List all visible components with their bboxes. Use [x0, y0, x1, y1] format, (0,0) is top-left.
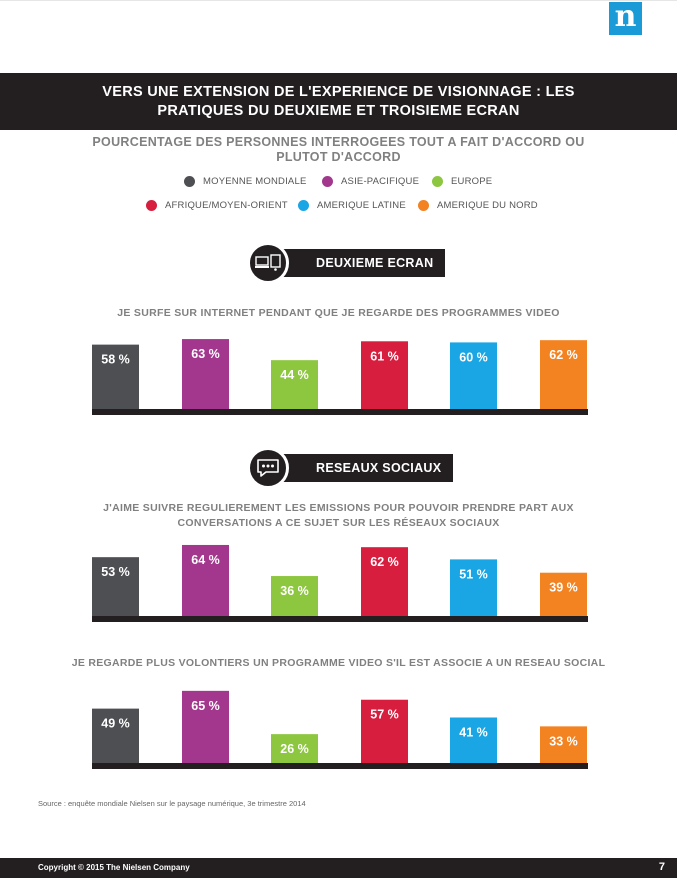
legend-label: ASIE-PACIFIQUE — [341, 176, 420, 187]
legend-label: EUROPE — [451, 176, 493, 187]
chart-2-title-line2: CONVERSATIONS A CE SUJET SUR LES RÉSEAUX… — [177, 517, 500, 529]
bar-afrique-moyen-orient — [361, 547, 408, 616]
bar-value-label: 58 % — [101, 353, 130, 367]
section-badge-reseaux-sociaux: RESEAUX SOCIAUX — [270, 454, 454, 482]
bar-value-label: 51 % — [459, 567, 488, 581]
legend-label: MOYENNE MONDIALE — [203, 176, 307, 187]
chart-2: 53 % 64 % 36 % 62 % 51 % 39 % — [92, 544, 588, 622]
bar-amerique-latine — [450, 342, 497, 409]
bar-value-label: 62 % — [370, 555, 399, 569]
legend-label: AMERIQUE LATINE — [317, 200, 406, 211]
section-label: DEUXIEME ECRAN — [316, 256, 434, 270]
bar-amerique-du-nord — [540, 340, 587, 409]
legend-item-europe: EUROPE — [432, 176, 492, 187]
bar-amerique-latine — [450, 717, 497, 763]
bar-amerique-latine — [450, 559, 497, 616]
source-note: Source : enquête mondiale Nielsen sur le… — [38, 799, 306, 808]
bar-amerique-du-nord — [540, 726, 587, 763]
bar-moyenne-mondiale — [92, 557, 139, 616]
chart-1: 58 % 63 % 44 % 61 % 60 % 62 % — [92, 339, 588, 415]
bar-value-label: 26 % — [280, 742, 309, 756]
legend-dot — [184, 176, 195, 187]
legend-dot — [298, 200, 309, 211]
legend-item-afrique-moyen-orient: AFRIQUE/MOYEN-ORIENT — [146, 200, 288, 211]
subtitle-line2: PLUTOT D'ACCORD — [276, 150, 401, 164]
legend-item-moyenne-mondiale: MOYENNE MONDIALE — [184, 176, 307, 187]
bar-value-label: 41 % — [459, 725, 488, 739]
top-rule — [0, 0, 677, 1]
nielsen-logo: n — [609, 2, 642, 35]
subtitle-line1: POURCENTAGE DES PERSONNES INTERROGEES TO… — [92, 135, 585, 149]
chart-3-title: JE REGARDE PLUS VOLONTIERS UN PROGRAMME … — [71, 657, 606, 669]
legend-item-asie-pacifique: ASIE-PACIFIQUE — [322, 176, 419, 187]
chart-subtitle: POURCENTAGE DES PERSONNES INTERROGEES TO… — [0, 135, 677, 165]
section-label: RESEAUX SOCIAUX — [316, 461, 442, 475]
chart-2-title-line1: J'AIME SUIVRE REGULIEREMENT LES EMISSION… — [103, 502, 574, 514]
page-number: 7 — [658, 861, 665, 873]
bar-amerique-du-nord — [540, 572, 587, 616]
bar-value-label: 60 % — [459, 350, 488, 364]
bar-value-label: 49 % — [101, 717, 130, 731]
page-title: VERS UNE EXTENSION DE L'EXPERIENCE DE VI… — [0, 73, 677, 130]
bar-value-label: 65 % — [191, 699, 220, 713]
legend-label: AFRIQUE/MOYEN-ORIENT — [165, 200, 288, 211]
bar-moyenne-mondiale — [92, 708, 139, 763]
footer: Copyright © 2015 The Nielsen Company 7 — [0, 858, 677, 878]
legend-item-amerique-latine: AMERIQUE LATINE — [298, 200, 406, 211]
section-badge-deuxieme-ecran: DEUXIEME ECRAN — [270, 249, 446, 277]
bar-asie-pacifique — [182, 690, 229, 763]
devices-icon — [247, 242, 289, 284]
chart-3: 49 % 65 % 26 % 57 % 41 % 33 % — [92, 690, 588, 769]
bar-afrique-moyen-orient — [361, 341, 408, 409]
legend-label: AMERIQUE DU NORD — [437, 200, 538, 211]
bar-afrique-moyen-orient — [361, 699, 408, 763]
chart-2-title: J'AIME SUIVRE REGULIEREMENT LES EMISSION… — [0, 501, 677, 531]
chart-baseline — [92, 763, 588, 769]
bar-value-label: 53 % — [101, 565, 130, 579]
legend-dot — [432, 176, 443, 187]
page-title-line2: PRATIQUES DU DEUXIEME ET TROISIEME ECRAN — [157, 102, 520, 119]
chart-baseline — [92, 616, 588, 622]
bar-value-label: 63 % — [191, 347, 220, 361]
chat-bubble-icon — [247, 447, 289, 489]
bar-value-label: 61 % — [370, 349, 399, 363]
bar-europe — [271, 734, 318, 763]
bar-asie-pacifique — [182, 544, 229, 616]
bar-value-label: 57 % — [370, 708, 399, 722]
bar-value-label: 44 % — [280, 368, 309, 382]
page-title-line1: VERS UNE EXTENSION DE L'EXPERIENCE DE VI… — [102, 83, 575, 100]
chart-baseline — [92, 409, 588, 415]
bar-europe — [271, 360, 318, 409]
bar-asie-pacifique — [182, 339, 229, 409]
footer-copyright: Copyright © 2015 The Nielsen Company — [38, 863, 190, 872]
legend-dot — [418, 200, 429, 211]
legend-dot — [146, 200, 157, 211]
bar-value-label: 62 % — [549, 348, 578, 362]
bar-moyenne-mondiale — [92, 344, 139, 409]
bar-value-label: 39 % — [549, 581, 578, 595]
legend-item-amerique-du-nord: AMERIQUE DU NORD — [418, 200, 538, 211]
bar-value-label: 36 % — [280, 584, 309, 598]
bar-value-label: 64 % — [191, 553, 220, 567]
bar-value-label: 33 % — [549, 734, 578, 748]
chart-1-title: JE SURFE SUR INTERNET PENDANT QUE JE REG… — [117, 307, 560, 319]
bar-europe — [271, 576, 318, 616]
legend-dot — [322, 176, 333, 187]
